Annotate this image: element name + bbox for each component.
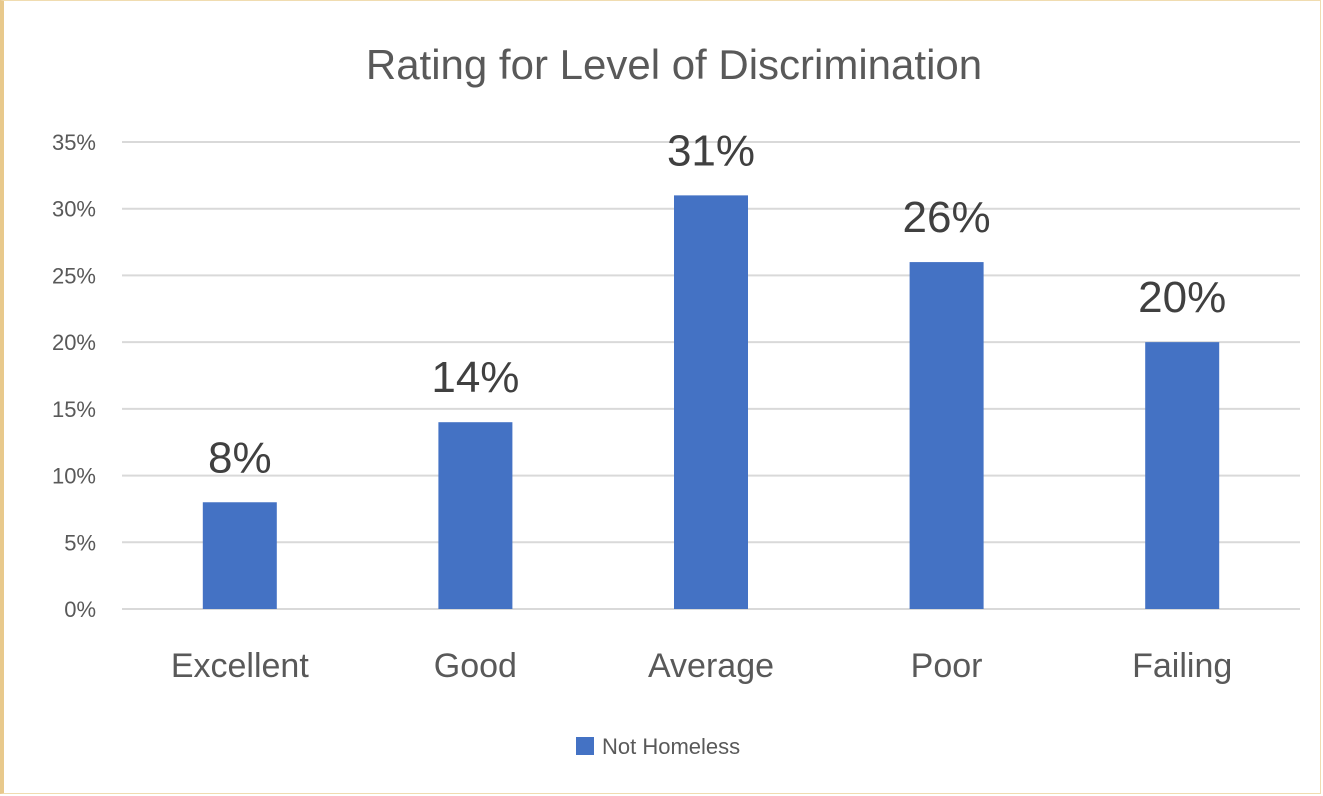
data-label-excellent: 8%	[208, 433, 272, 482]
y-tick-label: 35%	[52, 130, 96, 155]
x-axis-categories: Excellent Good Average Poor Failing	[171, 647, 1232, 685]
y-tick-label: 30%	[52, 197, 96, 222]
y-tick-label: 15%	[52, 397, 96, 422]
y-tick-label: 5%	[64, 530, 96, 555]
bar-good	[438, 422, 513, 609]
bar-chart: Rating for Level of Discrimination 0% 5% 1…	[52, 41, 1300, 759]
y-tick-label: 10%	[52, 464, 96, 489]
bars	[202, 195, 1220, 609]
category-label-average: Average	[648, 647, 774, 685]
data-label-good: 14%	[431, 353, 519, 402]
y-tick-label: 0%	[64, 597, 96, 622]
bar-poor	[909, 262, 984, 609]
data-labels: 8% 14% 31% 26% 20%	[208, 126, 1226, 482]
bar-excellent	[202, 502, 277, 609]
data-label-poor: 26%	[903, 193, 991, 242]
y-tick-label: 25%	[52, 263, 96, 288]
bar-average	[674, 195, 748, 609]
data-label-failing: 20%	[1138, 273, 1226, 322]
legend-swatch-not-homeless	[576, 737, 594, 755]
category-label-good: Good	[434, 647, 517, 685]
category-label-failing: Failing	[1132, 647, 1232, 685]
legend: Not Homeless	[576, 734, 740, 759]
y-tick-label: 20%	[52, 330, 96, 355]
category-label-poor: Poor	[911, 647, 983, 685]
y-axis-ticks: 0% 5% 10% 15% 20% 25% 30% 35%	[52, 130, 96, 622]
data-label-average: 31%	[667, 126, 755, 175]
chart-title: Rating for Level of Discrimination	[366, 41, 982, 88]
category-label-excellent: Excellent	[171, 647, 310, 685]
bar-failing	[1145, 342, 1220, 609]
legend-label-not-homeless: Not Homeless	[602, 734, 740, 759]
